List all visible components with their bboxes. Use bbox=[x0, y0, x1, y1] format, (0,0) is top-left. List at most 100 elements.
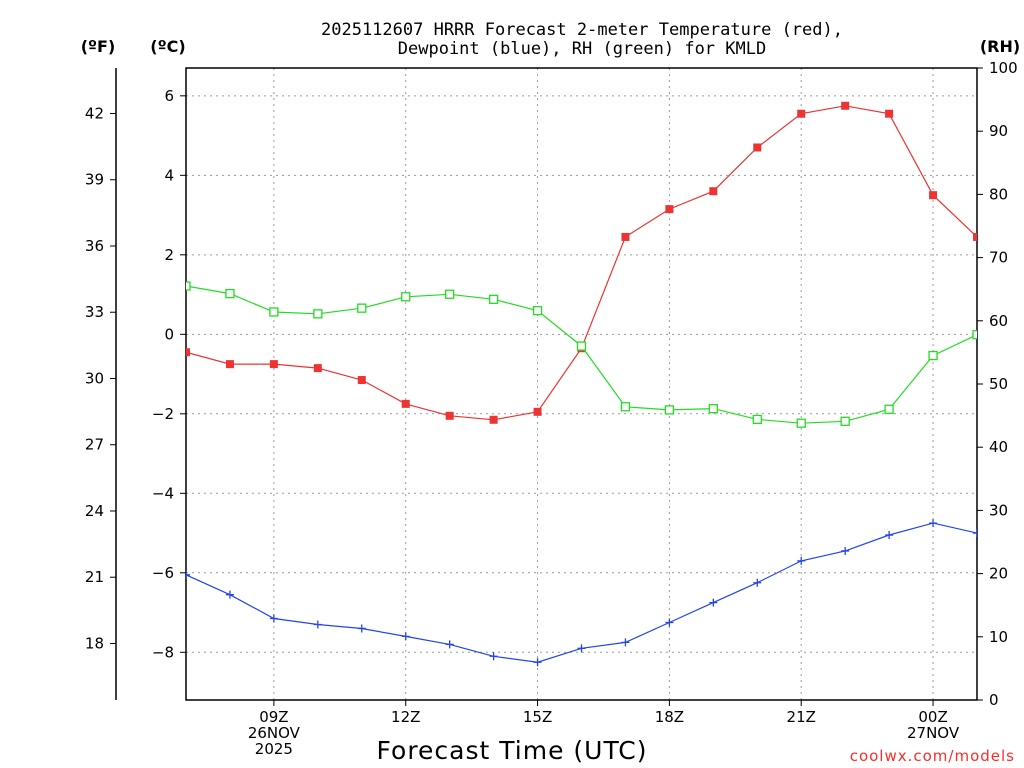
fahrenheit-tick-label: 24 bbox=[85, 502, 104, 520]
2-meter-temperature-point bbox=[269, 360, 278, 369]
dewpoint-point bbox=[401, 632, 410, 641]
dewpoint-point bbox=[225, 590, 234, 599]
2-meter-temperature-point bbox=[313, 364, 322, 373]
2-meter-temperature-point bbox=[885, 109, 894, 118]
rh-tick-label: 10 bbox=[989, 628, 1008, 646]
rh-point bbox=[928, 350, 938, 361]
series-group-2 bbox=[186, 281, 1024, 428]
series bbox=[186, 101, 1024, 667]
rh-point bbox=[1017, 323, 1024, 331]
rh-point bbox=[752, 414, 762, 425]
dewpoint-point bbox=[533, 658, 542, 667]
dewpoint-point bbox=[885, 531, 894, 540]
celsius-tick-label: 4 bbox=[164, 166, 174, 184]
rh-point bbox=[445, 289, 455, 299]
2-meter-temperature-point bbox=[797, 109, 806, 118]
rh-tick-label: 60 bbox=[989, 312, 1008, 330]
rh-tick-label: 20 bbox=[989, 565, 1008, 583]
dewpoint-point bbox=[489, 652, 498, 661]
dewpoint-line bbox=[186, 522, 977, 663]
plot-frame bbox=[185, 67, 978, 701]
2-meter-temperature-point bbox=[186, 348, 190, 357]
celsius-tick-label: −2 bbox=[152, 405, 174, 423]
dewpoint-point bbox=[753, 578, 762, 587]
2-meter-temperature-line bbox=[186, 105, 977, 421]
rh-point bbox=[708, 403, 718, 414]
rh-point bbox=[884, 404, 894, 414]
rh-tick-label: 40 bbox=[989, 438, 1008, 456]
dewpoint-point bbox=[577, 644, 586, 653]
dewpoint-point bbox=[269, 614, 278, 623]
rh-tick-label: 80 bbox=[989, 185, 1008, 203]
dewpoint-point bbox=[621, 638, 630, 647]
series-group-1 bbox=[186, 519, 1024, 667]
2-meter-temperature-point bbox=[929, 191, 938, 200]
rh-tick-label: 50 bbox=[989, 375, 1008, 393]
dewpoint-point bbox=[186, 570, 190, 579]
2-meter-temperature-point bbox=[621, 232, 630, 241]
celsius-tick-label: 6 bbox=[164, 87, 174, 105]
fahrenheit-tick-label: 33 bbox=[85, 303, 104, 321]
rh-point bbox=[840, 416, 850, 426]
rh-point bbox=[576, 341, 587, 351]
fahrenheit-tick-label: 21 bbox=[85, 568, 104, 586]
rh-point bbox=[313, 309, 323, 319]
2-meter-temperature-point bbox=[665, 205, 674, 214]
2-meter-temperature-point bbox=[225, 360, 234, 369]
celsius-tick-label: −6 bbox=[152, 564, 174, 582]
rh-point bbox=[664, 405, 675, 415]
dewpoint-point bbox=[797, 556, 806, 565]
2-meter-temperature-point bbox=[841, 101, 850, 110]
rh-tick-label: 100 bbox=[989, 59, 1018, 77]
rh-line bbox=[186, 285, 977, 424]
celsius-tick-label: 2 bbox=[164, 246, 174, 264]
celsius-unit-label: (ºC) bbox=[150, 37, 185, 56]
rh-point bbox=[269, 307, 279, 317]
celsius-tick-label: −4 bbox=[152, 484, 174, 502]
x-tick-label: 09Z bbox=[259, 708, 288, 726]
2-meter-temperature-point bbox=[445, 411, 454, 420]
rh-tick-label: 70 bbox=[989, 249, 1008, 267]
dewpoint-point bbox=[357, 624, 366, 633]
celsius-tick-label: −8 bbox=[152, 643, 174, 661]
rh-point bbox=[796, 418, 806, 428]
dewpoint-point bbox=[709, 598, 718, 607]
x-tick-label: 21Z bbox=[787, 708, 816, 726]
x-tick-label: 27NOV bbox=[907, 724, 960, 742]
rh-tick-label: 30 bbox=[989, 501, 1008, 519]
rh-point bbox=[357, 303, 367, 313]
rh-point bbox=[186, 281, 191, 291]
2-meter-temperature-point bbox=[709, 187, 718, 196]
x-tick-label: 26NOV bbox=[248, 724, 301, 742]
fahrenheit-tick-label: 27 bbox=[85, 436, 104, 454]
2-meter-temperature-point bbox=[753, 143, 762, 152]
dewpoint-point bbox=[665, 618, 674, 627]
rh-point bbox=[225, 288, 235, 299]
x-tick-label: 2025 bbox=[255, 740, 293, 758]
rh-unit-label: (RH) bbox=[980, 37, 1020, 56]
x-tick-label: 00Z bbox=[918, 708, 947, 726]
fahrenheit-tick-label: 42 bbox=[85, 104, 104, 122]
credit-label: coolwx.com/models bbox=[850, 747, 1015, 765]
rh-point bbox=[972, 330, 977, 340]
rh-tick-label: 90 bbox=[989, 122, 1008, 140]
gridlines bbox=[186, 68, 977, 700]
rh-tick-label: 0 bbox=[989, 691, 999, 709]
2-meter-temperature-point bbox=[973, 232, 977, 241]
fahrenheit-tick-label: 39 bbox=[85, 171, 104, 189]
chart-title-line1: 2025112607 HRRR Forecast 2-meter Tempera… bbox=[321, 20, 843, 40]
dewpoint-point bbox=[1017, 549, 1024, 557]
rh-point bbox=[532, 306, 543, 316]
rh-point bbox=[488, 294, 499, 304]
chart-title-line2: Dewpoint (blue), RH (green) for KMLD bbox=[398, 39, 766, 59]
2-meter-temperature-point bbox=[401, 399, 410, 408]
x-tick-label: 12Z bbox=[391, 708, 420, 726]
x-axis-title: Forecast Time (UTC) bbox=[377, 736, 648, 765]
dewpoint-point bbox=[313, 620, 322, 629]
series-group-0 bbox=[186, 101, 977, 424]
celsius-tick-label: 0 bbox=[164, 325, 174, 343]
2-meter-temperature-point bbox=[489, 415, 498, 424]
2-meter-temperature-point bbox=[533, 407, 542, 416]
rh-point bbox=[401, 292, 411, 302]
